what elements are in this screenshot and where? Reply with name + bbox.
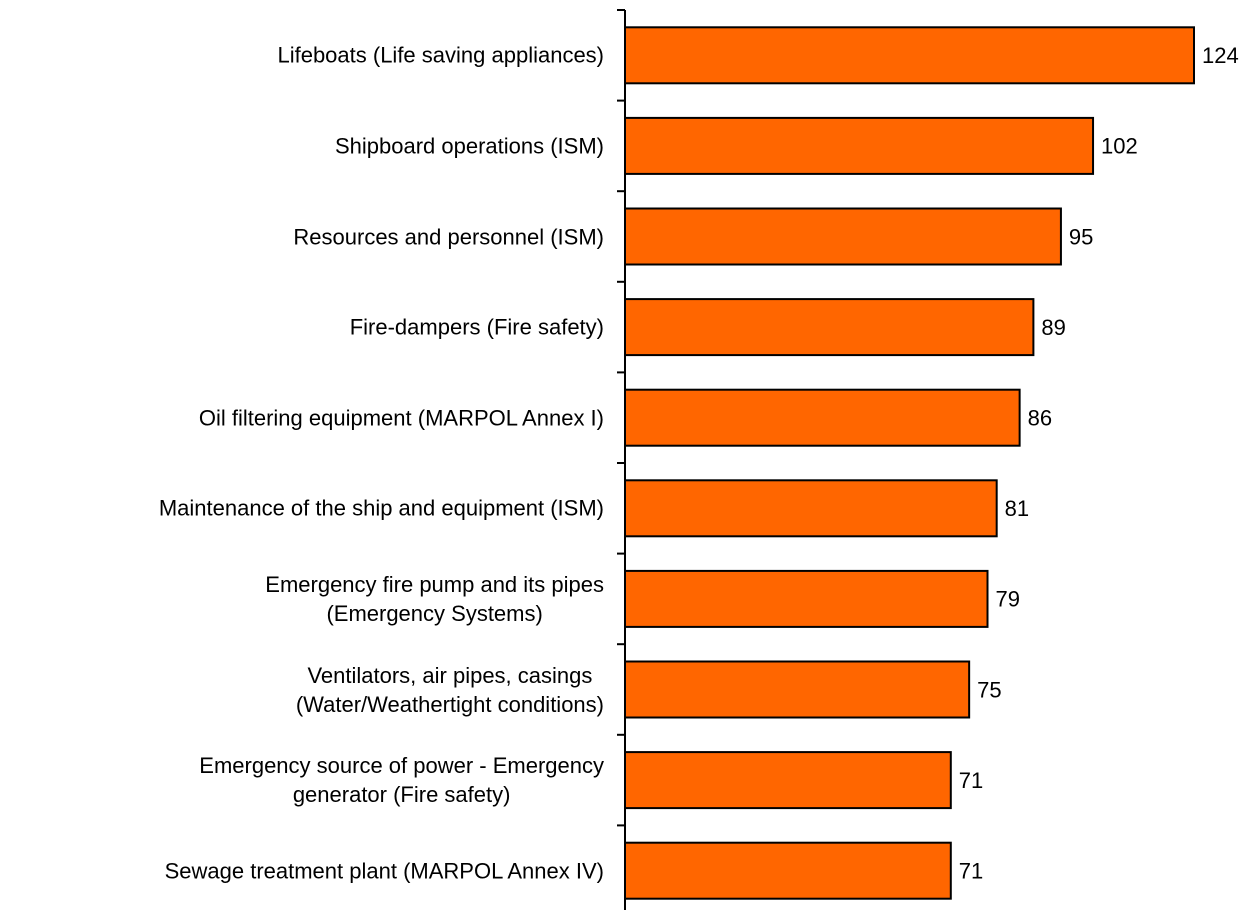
bar [624, 388, 1021, 447]
value-label: 89 [1041, 315, 1065, 340]
value-label: 102 [1101, 134, 1138, 159]
y-tick-label: Maintenance of the ship and equipment (I… [158, 495, 604, 521]
y-tick-label: Shipboard operations (ISM) [334, 133, 604, 159]
bar [624, 207, 1062, 266]
bar [624, 298, 1035, 357]
bar [624, 751, 952, 810]
y-tick-label: Lifeboats (Life saving appliances) [277, 42, 604, 68]
value-label: 79 [996, 587, 1020, 612]
y-tick-label: Resources and personnel (ISM) [293, 224, 604, 249]
value-label: 71 [959, 768, 983, 793]
value-label: 71 [959, 859, 983, 884]
value-label: 124 [1202, 43, 1239, 68]
bar [624, 116, 1095, 175]
bar [624, 841, 952, 900]
y-tick-label: Fire-dampers (Fire safety) [349, 314, 604, 340]
y-tick-label: Ventilators, air pipes, casings (Water/W… [295, 662, 604, 717]
value-label: 95 [1069, 224, 1093, 249]
value-label: 81 [1005, 496, 1029, 521]
y-tick-label: Sewage treatment plant (MARPOL Annex IV) [164, 858, 604, 884]
bar [624, 569, 989, 628]
y-tick-label: Emergency fire pump and its pipes (Emerg… [265, 571, 604, 626]
value-label: 75 [977, 677, 1001, 702]
bar [624, 479, 998, 538]
value-label: 86 [1028, 406, 1052, 431]
y-tick-label: Emergency source of power - Emergency ge… [199, 753, 604, 808]
bar [624, 660, 971, 719]
bar [624, 26, 1195, 85]
y-tick-label: Oil filtering equipment (MARPOL Annex I) [198, 405, 604, 431]
